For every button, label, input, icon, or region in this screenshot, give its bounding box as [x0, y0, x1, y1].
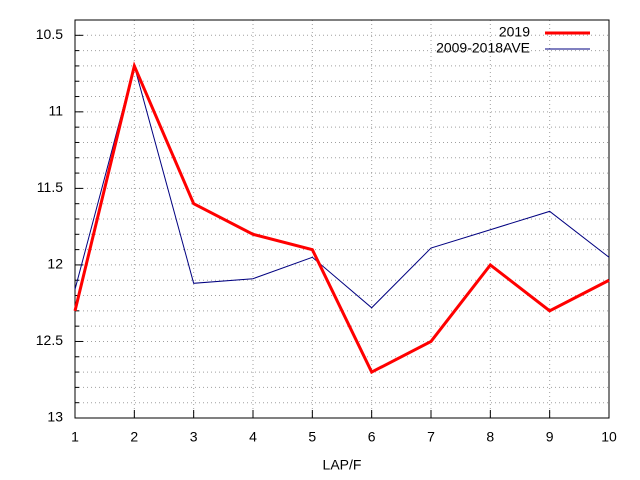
x-tick-label: 1	[71, 429, 79, 445]
series-line	[73, 61, 610, 375]
legend-label: 2009-2018AVE	[436, 40, 530, 56]
y-tick-label: 13	[47, 409, 63, 425]
series-line	[74, 63, 610, 309]
x-tick-label: 9	[546, 429, 554, 445]
x-axis-label: LAP/F	[323, 457, 362, 473]
x-tick-label: 8	[486, 429, 494, 445]
x-tick-label: 7	[427, 429, 435, 445]
x-tick-label: 2	[130, 429, 138, 445]
legend-label: 2019	[499, 24, 530, 40]
x-tick-label: 5	[308, 429, 316, 445]
y-tick-label: 12	[47, 256, 63, 272]
plot-frame	[74, 19, 610, 419]
y-tick-label: 12.5	[36, 332, 63, 348]
x-tick-label: 3	[190, 429, 198, 445]
y-tick-label: 11	[48, 103, 63, 119]
x-tick-label: 10	[601, 429, 617, 445]
y-tick-label: 11.5	[37, 179, 63, 195]
y-tick-label: 10.5	[36, 26, 63, 42]
x-tick-label: 4	[249, 429, 257, 445]
x-tick-label: 6	[368, 429, 376, 445]
